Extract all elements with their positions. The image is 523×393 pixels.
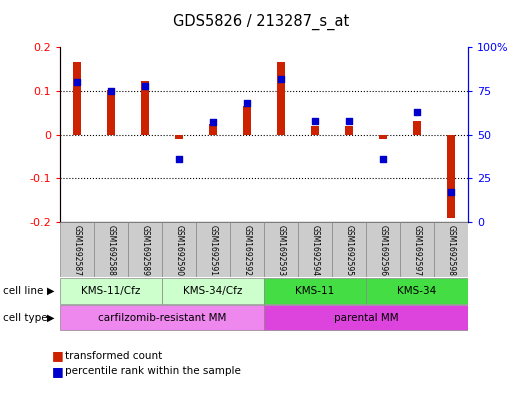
Bar [345, 126, 354, 134]
Text: carfilzomib-resistant MM: carfilzomib-resistant MM [98, 312, 226, 323]
Point [107, 88, 116, 94]
Text: ■: ■ [52, 365, 64, 378]
FancyBboxPatch shape [60, 305, 264, 331]
FancyBboxPatch shape [332, 222, 366, 277]
Point [311, 118, 320, 124]
Point [73, 79, 82, 85]
Text: ▶: ▶ [48, 312, 55, 323]
Text: GSM1692592: GSM1692592 [243, 225, 252, 276]
Text: GSM1692597: GSM1692597 [413, 225, 422, 276]
Text: cell type: cell type [3, 312, 47, 323]
Text: GDS5826 / 213287_s_at: GDS5826 / 213287_s_at [174, 14, 349, 30]
Point [243, 100, 252, 106]
Point [209, 119, 218, 125]
Bar [175, 134, 184, 139]
FancyBboxPatch shape [162, 222, 196, 277]
Bar [73, 62, 82, 134]
FancyBboxPatch shape [60, 222, 94, 277]
Point [277, 75, 286, 82]
Bar [243, 106, 252, 134]
FancyBboxPatch shape [230, 222, 264, 277]
Point [379, 156, 388, 162]
Text: ■: ■ [52, 349, 64, 362]
Bar [413, 121, 422, 134]
Bar [209, 124, 218, 134]
Bar [277, 62, 286, 134]
FancyBboxPatch shape [162, 278, 264, 304]
Bar [447, 134, 456, 218]
Text: GSM1692588: GSM1692588 [107, 225, 116, 275]
Text: GSM1692593: GSM1692593 [277, 225, 286, 276]
Point [345, 118, 354, 124]
Bar [141, 81, 150, 134]
Text: KMS-11: KMS-11 [295, 286, 335, 296]
Text: GSM1692594: GSM1692594 [311, 225, 320, 276]
Text: GSM1692596: GSM1692596 [379, 225, 388, 276]
Point [413, 109, 422, 115]
Text: GSM1692587: GSM1692587 [73, 225, 82, 276]
Text: GSM1692595: GSM1692595 [345, 225, 354, 276]
Text: GSM1692591: GSM1692591 [209, 225, 218, 276]
FancyBboxPatch shape [366, 222, 400, 277]
FancyBboxPatch shape [400, 222, 434, 277]
Text: GSM1692598: GSM1692598 [447, 225, 456, 276]
Point [447, 189, 456, 195]
FancyBboxPatch shape [264, 222, 298, 277]
FancyBboxPatch shape [264, 305, 468, 331]
Bar [311, 126, 320, 134]
Text: GSM1692589: GSM1692589 [141, 225, 150, 276]
FancyBboxPatch shape [94, 222, 128, 277]
FancyBboxPatch shape [366, 278, 468, 304]
Text: KMS-11/Cfz: KMS-11/Cfz [82, 286, 141, 296]
Text: transformed count: transformed count [65, 351, 163, 361]
Text: percentile rank within the sample: percentile rank within the sample [65, 366, 241, 376]
Text: ▶: ▶ [48, 286, 55, 296]
Point [175, 156, 184, 162]
Text: GSM1692590: GSM1692590 [175, 225, 184, 276]
Text: cell line: cell line [3, 286, 43, 296]
Bar [379, 134, 388, 139]
FancyBboxPatch shape [196, 222, 230, 277]
Point [141, 83, 150, 89]
Text: KMS-34/Cfz: KMS-34/Cfz [184, 286, 243, 296]
FancyBboxPatch shape [128, 222, 162, 277]
FancyBboxPatch shape [434, 222, 468, 277]
Text: parental MM: parental MM [334, 312, 399, 323]
FancyBboxPatch shape [60, 278, 162, 304]
Text: KMS-34: KMS-34 [397, 286, 437, 296]
FancyBboxPatch shape [298, 222, 332, 277]
Bar [107, 90, 116, 134]
FancyBboxPatch shape [264, 278, 366, 304]
